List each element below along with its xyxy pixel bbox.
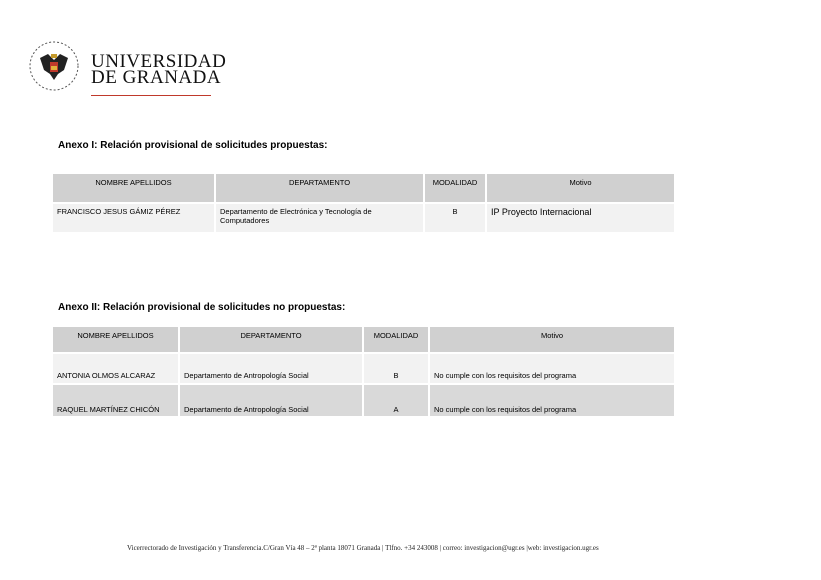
cell-reason: No cumple con los requisitos del program… [430,385,674,416]
footer-address: Vicerrectorado de Investigación y Transf… [127,544,599,552]
column-header: MODALIDAD [425,174,485,202]
cell-reason: No cumple con los requisitos del program… [430,354,674,383]
cell-name: ANTONIA OLMOS ALCARAZ [53,354,178,383]
column-header: DEPARTAMENTO [216,174,423,202]
logo-line-2: DE GRANADA [91,67,222,88]
logo-line-1: UNIVERSIDAD [91,51,227,72]
cell-department: Departamento de Antropología Social [180,385,362,416]
cell-name: RAQUEL MARTÍNEZ CHICÓN [53,385,178,416]
column-header: NOMBRE APELLIDOS [53,174,214,202]
column-header: MODALIDAD [364,327,428,352]
cell-department: Departamento de Electrónica y Tecnología… [216,204,423,232]
column-header: DEPARTAMENTO [180,327,362,352]
cell-name: FRANCISCO JESUS GÁMIZ PÉREZ [53,204,214,232]
cell-modality: B [425,204,485,232]
cell-department: Departamento de Antropología Social [180,354,362,383]
university-seal-logo [29,41,79,91]
column-header: NOMBRE APELLIDOS [53,327,178,352]
annex2-title: Anexo II: Relación provisional de solici… [58,302,346,313]
column-header: Motivo [487,174,674,202]
logo-underline [91,95,211,96]
annex1-title: Anexo I: Relación provisional de solicit… [58,140,328,151]
cell-modality: B [364,354,428,383]
cell-reason: IP Proyecto Internacional [487,204,674,232]
cell-modality: A [364,385,428,416]
column-header: Motivo [430,327,674,352]
